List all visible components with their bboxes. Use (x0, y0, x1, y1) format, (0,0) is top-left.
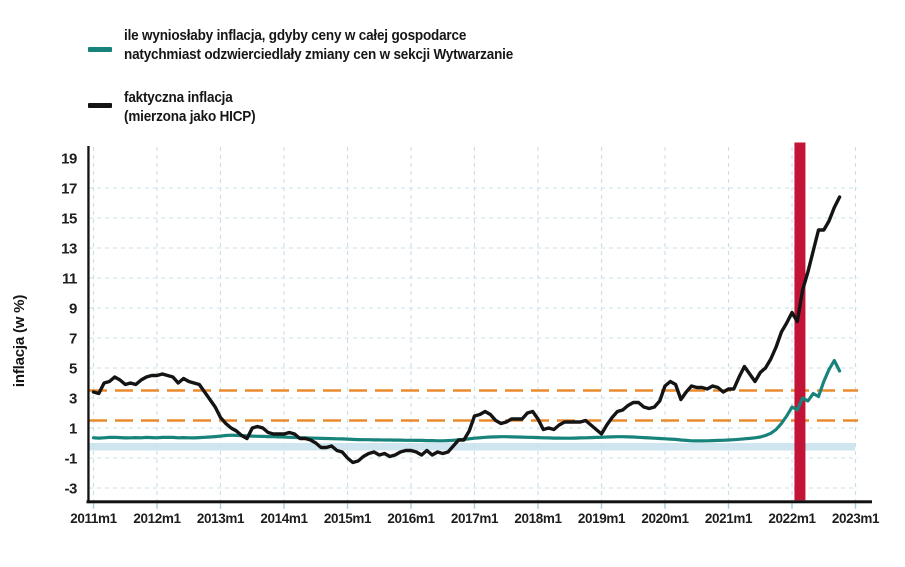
y-axis-title: inflacja (w %) (11, 294, 28, 388)
legend-label-counterfactual: ile wyniosłaby inflacja, gdyby ceny w ca… (124, 26, 513, 64)
y-tick-label-13: 13 (61, 241, 77, 258)
series-line-counterfactual (91, 358, 842, 443)
x-tick-label-2019m1: 2019m1 (578, 511, 626, 526)
x-tick-label-2023m1: 2023m1 (832, 511, 880, 526)
y-tick-label-9: 9 (69, 301, 77, 318)
x-tick-label-2016m1: 2016m1 (387, 511, 435, 526)
legend-swatch-actual-line-icon (88, 103, 112, 108)
y-tick-label-17: 17 (61, 181, 77, 198)
y-tick-label--1: -1 (64, 451, 77, 468)
x-tick-label-2012m1: 2012m1 (133, 511, 181, 526)
zero-band (89, 443, 855, 451)
x-tick-label-2013m1: 2013m1 (197, 511, 245, 526)
legend-label-actual-line1: faktyczna inflacja (124, 89, 233, 106)
y-tick-label-5: 5 (69, 361, 77, 378)
x-tick-label-2014m1: 2014m1 (260, 511, 308, 526)
y-tick-label-11: 11 (62, 271, 77, 288)
y-tick-label--3: -3 (64, 481, 77, 498)
y-tick-label-15: 15 (61, 211, 77, 228)
y-tick-label-3: 3 (69, 391, 77, 408)
y-tick-label-1: 1 (69, 421, 77, 438)
legend-swatch-counterfactual-line-icon (88, 47, 112, 52)
legend-label-counterfactual-line1: ile wyniosłaby inflacja, gdyby ceny w ca… (124, 27, 467, 44)
x-tick-label-2021m1: 2021m1 (705, 511, 753, 526)
legend-label-counterfactual-line2: natychmiast odzwierciedlały zmiany cen w… (124, 46, 514, 63)
y-tick-label-19: 19 (61, 151, 77, 168)
x-tick-label-2018m1: 2018m1 (514, 511, 562, 526)
legend-label-actual-line2: (mierzona jako HICP) (124, 108, 256, 125)
event-line-2022m2 (794, 142, 806, 501)
series-line-hicp (91, 195, 842, 465)
x-tick-label-2022m1: 2022m1 (768, 511, 816, 526)
x-tick-label-2015m1: 2015m1 (324, 511, 372, 526)
y-axis-line (87, 146, 90, 504)
x-axis-line (86, 500, 872, 504)
x-tick-label-2011m1: 2011m1 (70, 511, 117, 526)
x-tick-label-2020m1: 2020m1 (641, 511, 689, 526)
legend-label-actual: faktyczna inflacja (mierzona jako HICP) (124, 88, 256, 126)
x-tick-label-2017m1: 2017m1 (451, 511, 499, 526)
y-tick-label-7: 7 (69, 331, 77, 348)
